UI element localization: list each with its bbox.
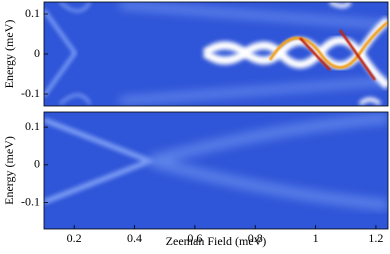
x-tick-label: 1	[313, 231, 319, 245]
y-tick-label: 0	[34, 46, 40, 60]
heatmap-bottom	[44, 112, 388, 229]
y-axis-label: Energy (meV)	[2, 136, 16, 205]
y-tick-label: -0.1	[21, 86, 40, 100]
frame-bottom	[43, 111, 389, 230]
x-tick-label: 0.8	[248, 231, 263, 245]
x-tick-label: 0.2	[67, 231, 82, 245]
x-tick-label: 0.4	[127, 231, 142, 245]
y-tick-label: -0.1	[21, 194, 40, 208]
y-tick-label: 0.1	[25, 119, 40, 133]
y-axis-label: Energy (meV)	[2, 20, 16, 89]
x-tick-label: 1.2	[368, 231, 383, 245]
y-tick-label: 0.1	[25, 6, 40, 20]
x-tick-label: 0.6	[187, 231, 202, 245]
heatmap-top	[44, 2, 388, 106]
y-tick-label: 0	[34, 157, 40, 171]
x-axis-label: Zeeman Field (meV)	[166, 234, 267, 248]
